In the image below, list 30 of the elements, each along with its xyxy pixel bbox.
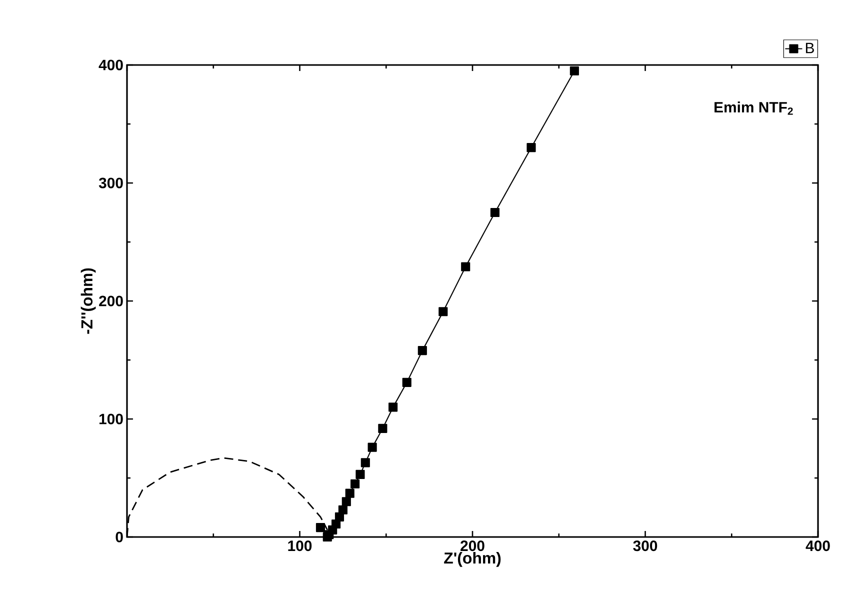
y-tick-label: 300 [98,178,123,188]
y-tick-label: 200 [99,296,123,306]
y-tick-label: 400 [98,60,123,70]
point [526,143,536,152]
point [356,470,365,479]
point [378,424,388,433]
point [338,505,348,514]
annotation: Emim NTF$_{2}$ [714,102,793,115]
x-axis-title: Z'(ohm) [444,552,501,567]
x-tick-label: 400 [806,540,830,552]
point [345,488,354,498]
x-tick-label: 200 [460,540,484,552]
point [316,523,326,532]
y-tick-label: 0 [116,532,123,542]
point [388,402,398,412]
x-tick-label: 300 [633,540,658,552]
point [461,262,470,272]
point [342,497,351,506]
x-tick-label: 100 [288,540,312,552]
point [418,346,427,356]
point [360,458,370,468]
point [368,442,377,452]
point [490,208,500,218]
point [570,66,579,76]
point [350,479,360,488]
point [438,307,448,316]
y-tick-label: 100 [99,414,123,424]
legend-label: B [806,42,814,54]
y-axis-title: -Z''(ohm) [80,268,96,334]
point [402,378,412,387]
